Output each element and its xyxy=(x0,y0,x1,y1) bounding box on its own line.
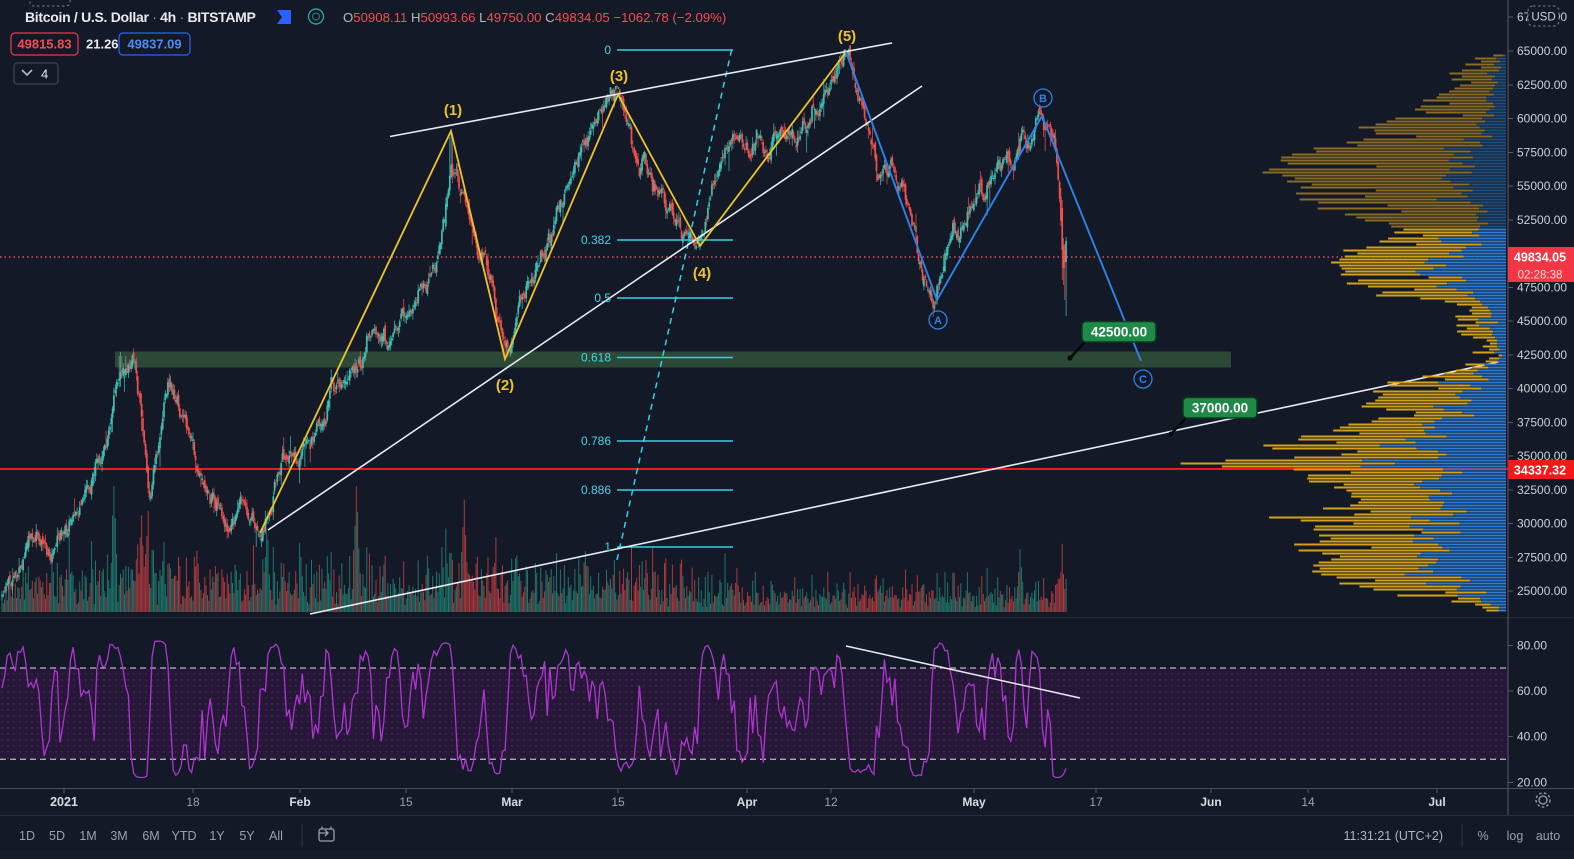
svg-text:6M: 6M xyxy=(142,829,159,843)
svg-text:Apr: Apr xyxy=(737,795,758,809)
svg-text:21.26: 21.26 xyxy=(86,37,119,52)
svg-text:34337.32: 34337.32 xyxy=(1514,464,1566,478)
svg-text:log: log xyxy=(1507,829,1524,843)
svg-text:A: A xyxy=(934,315,942,327)
svg-text:20.00: 20.00 xyxy=(1517,776,1547,790)
svg-text:35000.00: 35000.00 xyxy=(1517,449,1567,463)
svg-text:(4): (4) xyxy=(693,265,711,282)
svg-text:4: 4 xyxy=(41,67,48,82)
svg-text:2021: 2021 xyxy=(50,795,78,809)
svg-text:14: 14 xyxy=(1301,795,1315,809)
svg-text:37500.00: 37500.00 xyxy=(1517,416,1567,430)
svg-text:47500.00: 47500.00 xyxy=(1517,281,1567,295)
svg-text:12: 12 xyxy=(824,795,838,809)
svg-text:0: 0 xyxy=(604,43,611,57)
svg-text:18: 18 xyxy=(186,795,200,809)
svg-text:%: % xyxy=(1477,829,1488,843)
svg-text:42500.00: 42500.00 xyxy=(1091,325,1147,340)
svg-text:Jul: Jul xyxy=(1428,795,1445,809)
svg-text:40000.00: 40000.00 xyxy=(1517,382,1567,396)
svg-text:1Y: 1Y xyxy=(209,829,225,843)
svg-text:15: 15 xyxy=(611,795,625,809)
svg-text:49834.05: 49834.05 xyxy=(1514,251,1566,265)
svg-text:11:31:21 (UTC+2): 11:31:21 (UTC+2) xyxy=(1344,829,1443,843)
svg-text:(2): (2) xyxy=(496,377,514,394)
svg-text:5D: 5D xyxy=(49,829,65,843)
svg-text:Mar: Mar xyxy=(501,795,523,809)
svg-text:65000.00: 65000.00 xyxy=(1517,44,1567,58)
svg-text:0.886: 0.886 xyxy=(581,483,611,497)
svg-text:USD: USD xyxy=(1531,12,1555,24)
svg-text:auto: auto xyxy=(1536,829,1560,843)
svg-text:25000.00: 25000.00 xyxy=(1517,584,1567,598)
svg-text:YTD: YTD xyxy=(172,829,197,843)
svg-text:3M: 3M xyxy=(110,829,127,843)
svg-text:62500.00: 62500.00 xyxy=(1517,78,1567,92)
svg-text:Bitcoin / U.S. Dollar · 4h · B: Bitcoin / U.S. Dollar · 4h · BITSTAMP xyxy=(25,9,256,25)
svg-text:1: 1 xyxy=(604,540,611,554)
svg-text:02:28:38: 02:28:38 xyxy=(1518,270,1563,282)
svg-text:(5): (5) xyxy=(838,28,856,45)
svg-text:27500.00: 27500.00 xyxy=(1517,551,1567,565)
svg-text:42500.00: 42500.00 xyxy=(1517,348,1567,362)
svg-text:49815.83: 49815.83 xyxy=(17,37,71,52)
svg-text:40.00: 40.00 xyxy=(1517,730,1547,744)
svg-text:17: 17 xyxy=(1089,795,1103,809)
svg-text:37000.00: 37000.00 xyxy=(1192,401,1248,416)
svg-text:30000.00: 30000.00 xyxy=(1517,517,1567,531)
svg-text:32500.00: 32500.00 xyxy=(1517,483,1567,497)
svg-text:57500.00: 57500.00 xyxy=(1517,146,1567,160)
svg-text:0.5: 0.5 xyxy=(594,291,611,305)
svg-text:O50908.11 H50993.66 L49750.00: O50908.11 H50993.66 L49750.00 C49834.05 … xyxy=(343,10,726,25)
svg-text:Feb: Feb xyxy=(289,795,310,809)
svg-text:B: B xyxy=(1039,93,1047,105)
svg-text:0.382: 0.382 xyxy=(581,233,611,247)
svg-text:60.00: 60.00 xyxy=(1517,684,1547,698)
svg-text:15: 15 xyxy=(399,795,413,809)
svg-text:1M: 1M xyxy=(79,829,96,843)
svg-text:(3): (3) xyxy=(610,68,628,85)
svg-text:80.00: 80.00 xyxy=(1517,639,1547,653)
svg-text:55000.00: 55000.00 xyxy=(1517,179,1567,193)
svg-text:52500.00: 52500.00 xyxy=(1517,213,1567,227)
svg-text:45000.00: 45000.00 xyxy=(1517,314,1567,328)
svg-text:All: All xyxy=(269,829,283,843)
svg-text:5Y: 5Y xyxy=(239,829,255,843)
svg-text:49837.09: 49837.09 xyxy=(127,37,181,52)
svg-text:Jun: Jun xyxy=(1200,795,1221,809)
svg-text:0.618: 0.618 xyxy=(581,351,611,365)
svg-text:60000.00: 60000.00 xyxy=(1517,112,1567,126)
svg-text:May: May xyxy=(962,795,986,809)
svg-text:1D: 1D xyxy=(19,829,35,843)
svg-text:(1): (1) xyxy=(444,102,462,119)
svg-text:0.786: 0.786 xyxy=(581,434,611,448)
svg-text:C: C xyxy=(1139,374,1147,386)
